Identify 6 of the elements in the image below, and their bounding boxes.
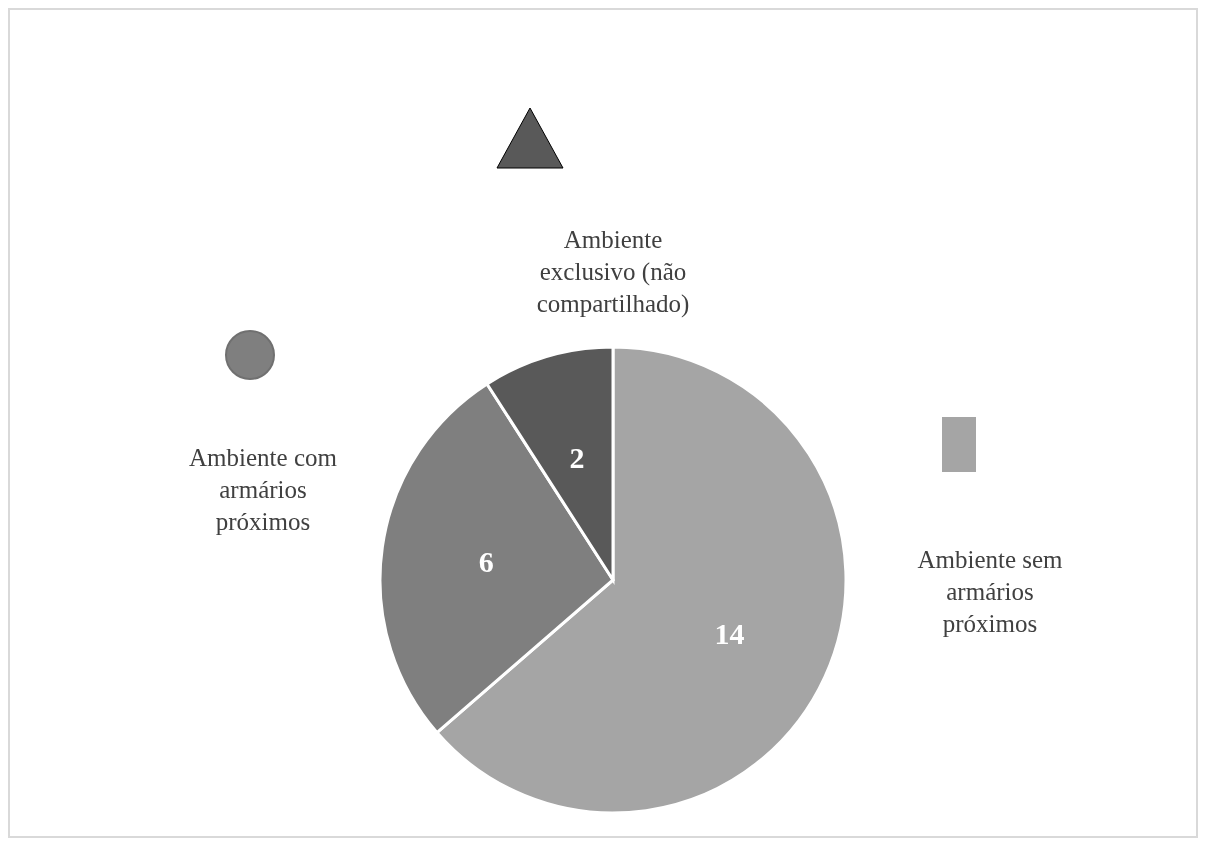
data-label: 6 bbox=[478, 545, 494, 579]
slice-label: Ambiente exclusivo (não compartilhado) bbox=[536, 226, 690, 318]
slice-label: Ambiente com armários próximos bbox=[189, 444, 338, 535]
slice-label: Ambiente sem armários próximos bbox=[917, 546, 1064, 637]
data-label: 14 bbox=[714, 616, 745, 650]
data-label: 2 bbox=[569, 440, 585, 474]
